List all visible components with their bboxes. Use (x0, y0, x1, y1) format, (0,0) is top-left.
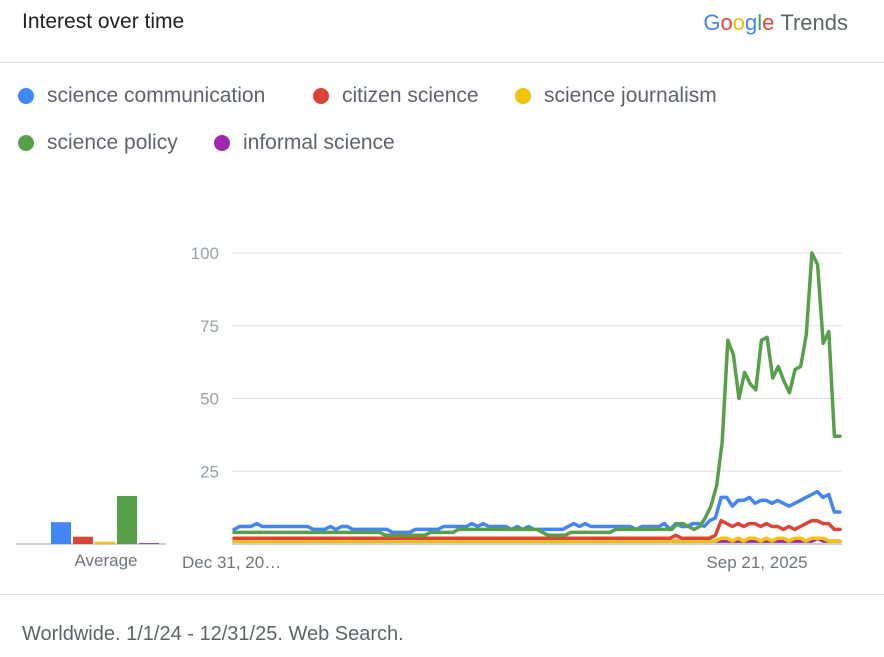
brand-letter: o (720, 10, 733, 35)
chart-area: 25 50 75 100 Average Dec 31, 20… Sep 21, 2025 (0, 180, 884, 580)
line-chart: 25 50 75 100 Average Dec 31, 20… Sep 21, 2025 (16, 244, 842, 572)
series-line (232, 518, 842, 540)
brand-letter: l (757, 10, 763, 35)
y-tick-label: 75 (200, 317, 219, 336)
series-line (232, 251, 842, 538)
series-line (232, 536, 842, 543)
x-tick-label: Dec 31, 20… (182, 553, 281, 572)
legend-label: science policy (47, 131, 178, 154)
x-tick-label: Sep 21, 2025 (706, 553, 807, 572)
chart-footer: Worldwide. 1/1/24 - 12/31/25. Web Search… (0, 594, 884, 657)
brand-letter: e (762, 10, 775, 35)
brand-letter: g (744, 10, 758, 35)
legend-item-science-communication[interactable]: science communication (18, 84, 265, 108)
y-tick-label: 25 (200, 462, 219, 481)
average-bar (51, 522, 71, 544)
average-bar (73, 536, 93, 544)
average-bar (95, 541, 115, 544)
brand-letter: o (732, 10, 745, 35)
brand-trends: Trends (780, 10, 848, 35)
average-bar (117, 495, 137, 544)
legend-label: science journalism (544, 84, 717, 107)
series-line (232, 489, 842, 535)
footer-text: Worldwide. 1/1/24 - 12/31/25. Web Search… (22, 623, 404, 645)
legend-dot-icon (515, 88, 531, 104)
legend-label: citizen science (342, 84, 479, 107)
y-tick-label: 100 (191, 244, 219, 263)
y-tick-label: 50 (200, 390, 219, 409)
legend-label: science communication (47, 84, 266, 107)
legend-item-informal-science[interactable]: informal science (214, 131, 395, 155)
average-label: Average (74, 551, 137, 570)
legend-dot-icon (18, 88, 34, 104)
legend-dot-icon (313, 88, 329, 104)
chart-header: Interest over time Google Trends (0, 0, 884, 63)
average-bar (139, 543, 159, 544)
legend-item-citizen-science[interactable]: citizen science (313, 84, 479, 108)
legend-dot-icon (18, 135, 34, 151)
legend-dot-icon (214, 135, 230, 151)
brand-letter: G (703, 10, 721, 35)
legend-item-science-journalism[interactable]: science journalism (515, 84, 717, 108)
legend-item-science-policy[interactable]: science policy (18, 131, 178, 155)
legend-label: informal science (243, 131, 395, 154)
chart-title: Interest over time (22, 10, 185, 33)
google-trends-logo: Google Trends (703, 10, 848, 36)
